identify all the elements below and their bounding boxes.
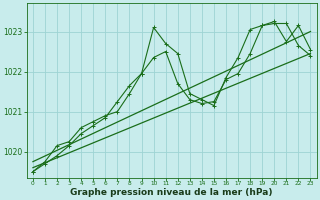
X-axis label: Graphe pression niveau de la mer (hPa): Graphe pression niveau de la mer (hPa) [70, 188, 273, 197]
